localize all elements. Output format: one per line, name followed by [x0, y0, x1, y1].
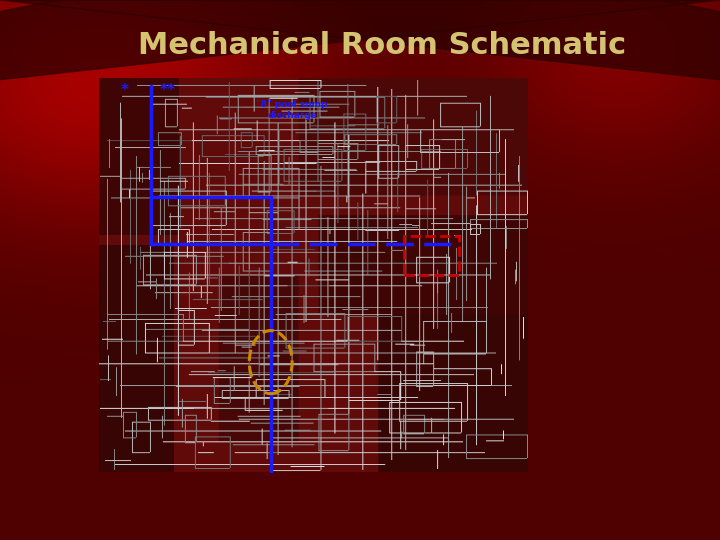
Text: **: ** — [160, 83, 176, 98]
Text: Mechanical Room Schematic: Mechanical Room Schematic — [138, 31, 626, 60]
Text: "8" pool sump
discharge: "8" pool sump discharge — [256, 100, 328, 119]
Bar — [403, 236, 459, 275]
Text: *: * — [121, 83, 129, 98]
